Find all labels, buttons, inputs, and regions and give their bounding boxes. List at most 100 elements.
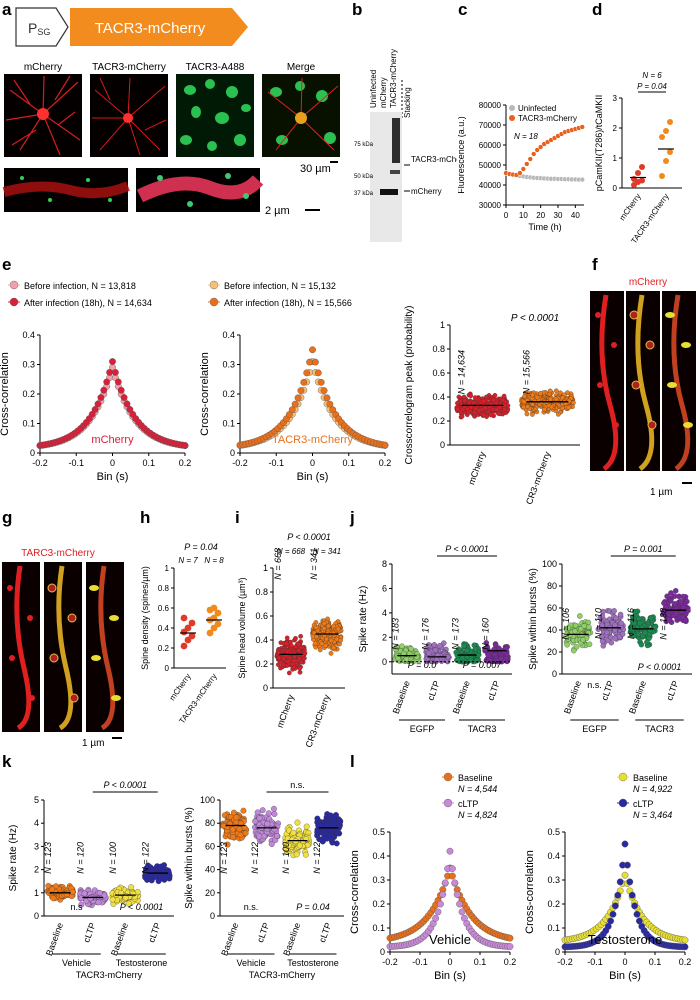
data-point	[49, 886, 56, 893]
data-point	[459, 413, 465, 419]
data-point	[284, 641, 290, 647]
data-point	[616, 878, 624, 886]
data-point	[188, 619, 196, 627]
y-tick-label: 0.1	[547, 923, 560, 933]
data-point	[240, 807, 247, 814]
y-axis-label: Spike rate (Hz)	[358, 586, 369, 653]
legend-marker	[509, 105, 515, 111]
data-point	[614, 891, 622, 899]
data-point	[302, 851, 309, 858]
y-tick-label: 0	[555, 947, 560, 957]
x-tick-label: -0.1	[68, 458, 84, 468]
x-tick-label: 0	[504, 211, 509, 220]
data-point	[599, 613, 606, 619]
y-axis-label: Spike rate (Hz)	[8, 825, 19, 892]
data-point	[461, 643, 468, 649]
dendrite-tile-f1	[590, 291, 624, 472]
annotation: N = 6	[642, 71, 662, 80]
data-point	[403, 656, 410, 662]
y-tick-label: 0	[382, 657, 387, 667]
chart-c: 30000 40000 50000 60000 70000 80000 Fluorescen…	[458, 101, 585, 232]
panel-letter-a: a	[2, 0, 12, 19]
tile-title-1: mCherry	[23, 62, 63, 73]
promoter-arrow-shape	[15, 7, 69, 47]
data-point	[393, 646, 399, 653]
panel-g: TARC3-mCherry 1 µm	[0, 508, 140, 749]
annotation: TACR3-mCherry	[272, 434, 354, 446]
y-tick-label: 0	[30, 448, 35, 458]
data-point	[564, 641, 570, 648]
y-tick-label: 2	[613, 124, 618, 133]
annotation: Testosterone	[588, 932, 662, 947]
y-axis-label: Cross-correlation	[0, 352, 11, 436]
n-label: N = 106	[561, 608, 571, 640]
data-point	[554, 388, 559, 394]
x-tick-label: 0.1	[474, 957, 487, 967]
legend-label: After infection (18h), N = 15,566	[224, 298, 352, 308]
data-point	[462, 398, 468, 403]
data-point	[621, 871, 629, 879]
panel-f-title: mCherry	[629, 277, 667, 288]
y-tick-label: 1	[263, 563, 268, 573]
data-point	[524, 411, 530, 417]
data-point	[106, 369, 114, 376]
chart-l1: 0 0.1 0.2 0.3 0.4 0.5 Cross-correlation -0.2 -0.…	[350, 772, 517, 982]
data-point	[667, 119, 673, 125]
data-point	[69, 889, 76, 895]
data-point	[531, 151, 537, 157]
data-point	[288, 406, 296, 414]
panel-letter-k: k	[2, 752, 12, 771]
data-point	[491, 397, 496, 403]
data-point	[472, 646, 479, 652]
data-point	[180, 614, 188, 622]
data-point	[632, 608, 638, 615]
data-point	[635, 631, 641, 638]
chart-k2: 0 20 40 60 80 100 Spike within bursts (%) N = 1…	[184, 780, 344, 980]
x-axis-label: Bin (s)	[609, 970, 641, 982]
legend-label: Uninfected	[518, 104, 556, 113]
data-point	[224, 841, 231, 848]
marker-50: 50 kDa	[354, 174, 374, 180]
y-axis-label: Crosscorrelogram peak (probability)	[404, 306, 415, 465]
dendrite-tile-f3	[662, 291, 696, 472]
x-tick-label: 0.2	[504, 957, 517, 967]
y-tick-label: 0.2	[432, 416, 445, 426]
group-label: Vehicle	[62, 958, 91, 968]
y-tick-label: 0.2	[22, 389, 35, 399]
data-point	[270, 805, 277, 812]
data-point	[103, 378, 111, 386]
n-label: N = 123	[43, 842, 53, 874]
data-point	[609, 910, 617, 918]
category-label: mCherry	[466, 450, 487, 486]
data-point	[265, 810, 272, 817]
category-label: cLTP	[81, 921, 97, 944]
data-point	[611, 608, 617, 614]
chart-d: 0123pCamKII(T286)/tCaMKIImCherryTACR3-mC…	[594, 71, 682, 245]
data-point	[630, 631, 637, 638]
data-point	[294, 394, 302, 402]
panel-letter-j: j	[350, 508, 355, 527]
data-point	[432, 647, 439, 653]
annotation: P < 0.0001	[287, 532, 330, 542]
data-point	[297, 669, 303, 675]
data-point	[290, 829, 297, 836]
data-point	[548, 396, 553, 402]
x-axis-label: Bin (s)	[434, 970, 466, 982]
data-point	[527, 156, 533, 162]
data-point	[112, 369, 119, 376]
data-point	[679, 614, 686, 620]
data-point	[331, 630, 337, 636]
data-point	[635, 170, 641, 176]
data-point	[230, 809, 237, 816]
data-point	[432, 914, 440, 922]
data-point	[236, 826, 243, 833]
y-tick-label: 0	[34, 911, 39, 921]
data-point	[291, 658, 297, 663]
data-point	[206, 629, 214, 637]
data-point	[579, 176, 585, 183]
data-point	[530, 412, 535, 417]
data-point	[500, 397, 506, 403]
marker-37: 37 kDa	[354, 191, 374, 197]
data-point	[83, 898, 90, 905]
legend-n: N = 4,544	[458, 784, 497, 794]
